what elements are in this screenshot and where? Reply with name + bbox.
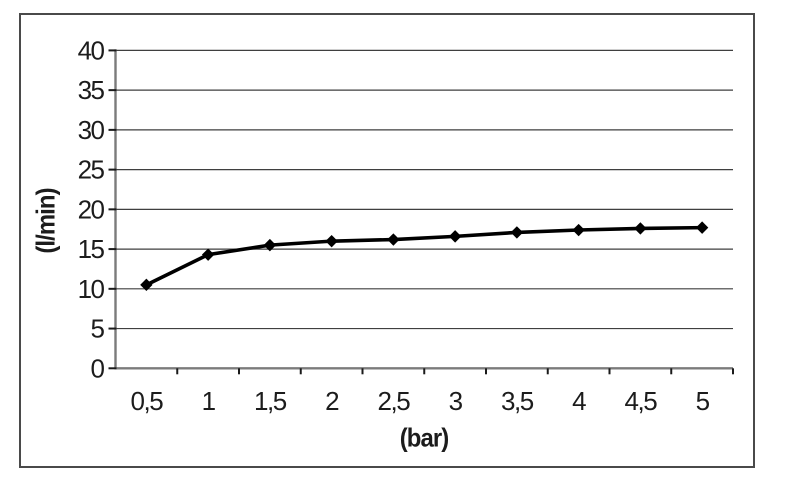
- series-line: [144, 225, 704, 287]
- y-tick-label: 35: [78, 75, 105, 105]
- diamond-marker: [510, 226, 524, 239]
- y-tick-label: 15: [78, 234, 105, 264]
- x-tick-label: 4: [572, 386, 586, 416]
- diamond-marker: [572, 223, 585, 237]
- x-tick-label: 1,5: [254, 386, 287, 416]
- diamond-marker: [634, 222, 647, 235]
- x-tick-label: 0,5: [131, 386, 164, 416]
- diamond-marker: [695, 221, 709, 234]
- y-tick-label: 0: [91, 353, 105, 383]
- diamond-marker: [325, 234, 338, 248]
- diamond-marker: [448, 230, 462, 243]
- x-tick-label: 5: [696, 386, 710, 416]
- diamond-marker: [140, 278, 153, 292]
- x-tick-label: 4,5: [625, 386, 658, 416]
- y-tick-label: 40: [78, 35, 105, 65]
- diamond-marker: [201, 248, 215, 261]
- y-tick-label: 30: [78, 115, 105, 145]
- x-tick-label: 2,5: [378, 386, 411, 416]
- y-tick-label: 10: [78, 274, 105, 304]
- y-axis-title: (l/min): [30, 188, 61, 254]
- x-tick-label: 3: [449, 386, 463, 416]
- x-tick-label: 1: [202, 386, 216, 416]
- x-tick-label: 2: [325, 386, 339, 416]
- diamond-marker: [263, 238, 277, 252]
- x-axis-title: (bar): [399, 422, 449, 453]
- diamond-marker: [387, 233, 400, 246]
- y-tick-label: 20: [78, 194, 105, 224]
- y-tick-label: 5: [91, 314, 105, 344]
- y-tick-label: 25: [78, 155, 105, 185]
- x-tick-label: 3,5: [501, 386, 534, 416]
